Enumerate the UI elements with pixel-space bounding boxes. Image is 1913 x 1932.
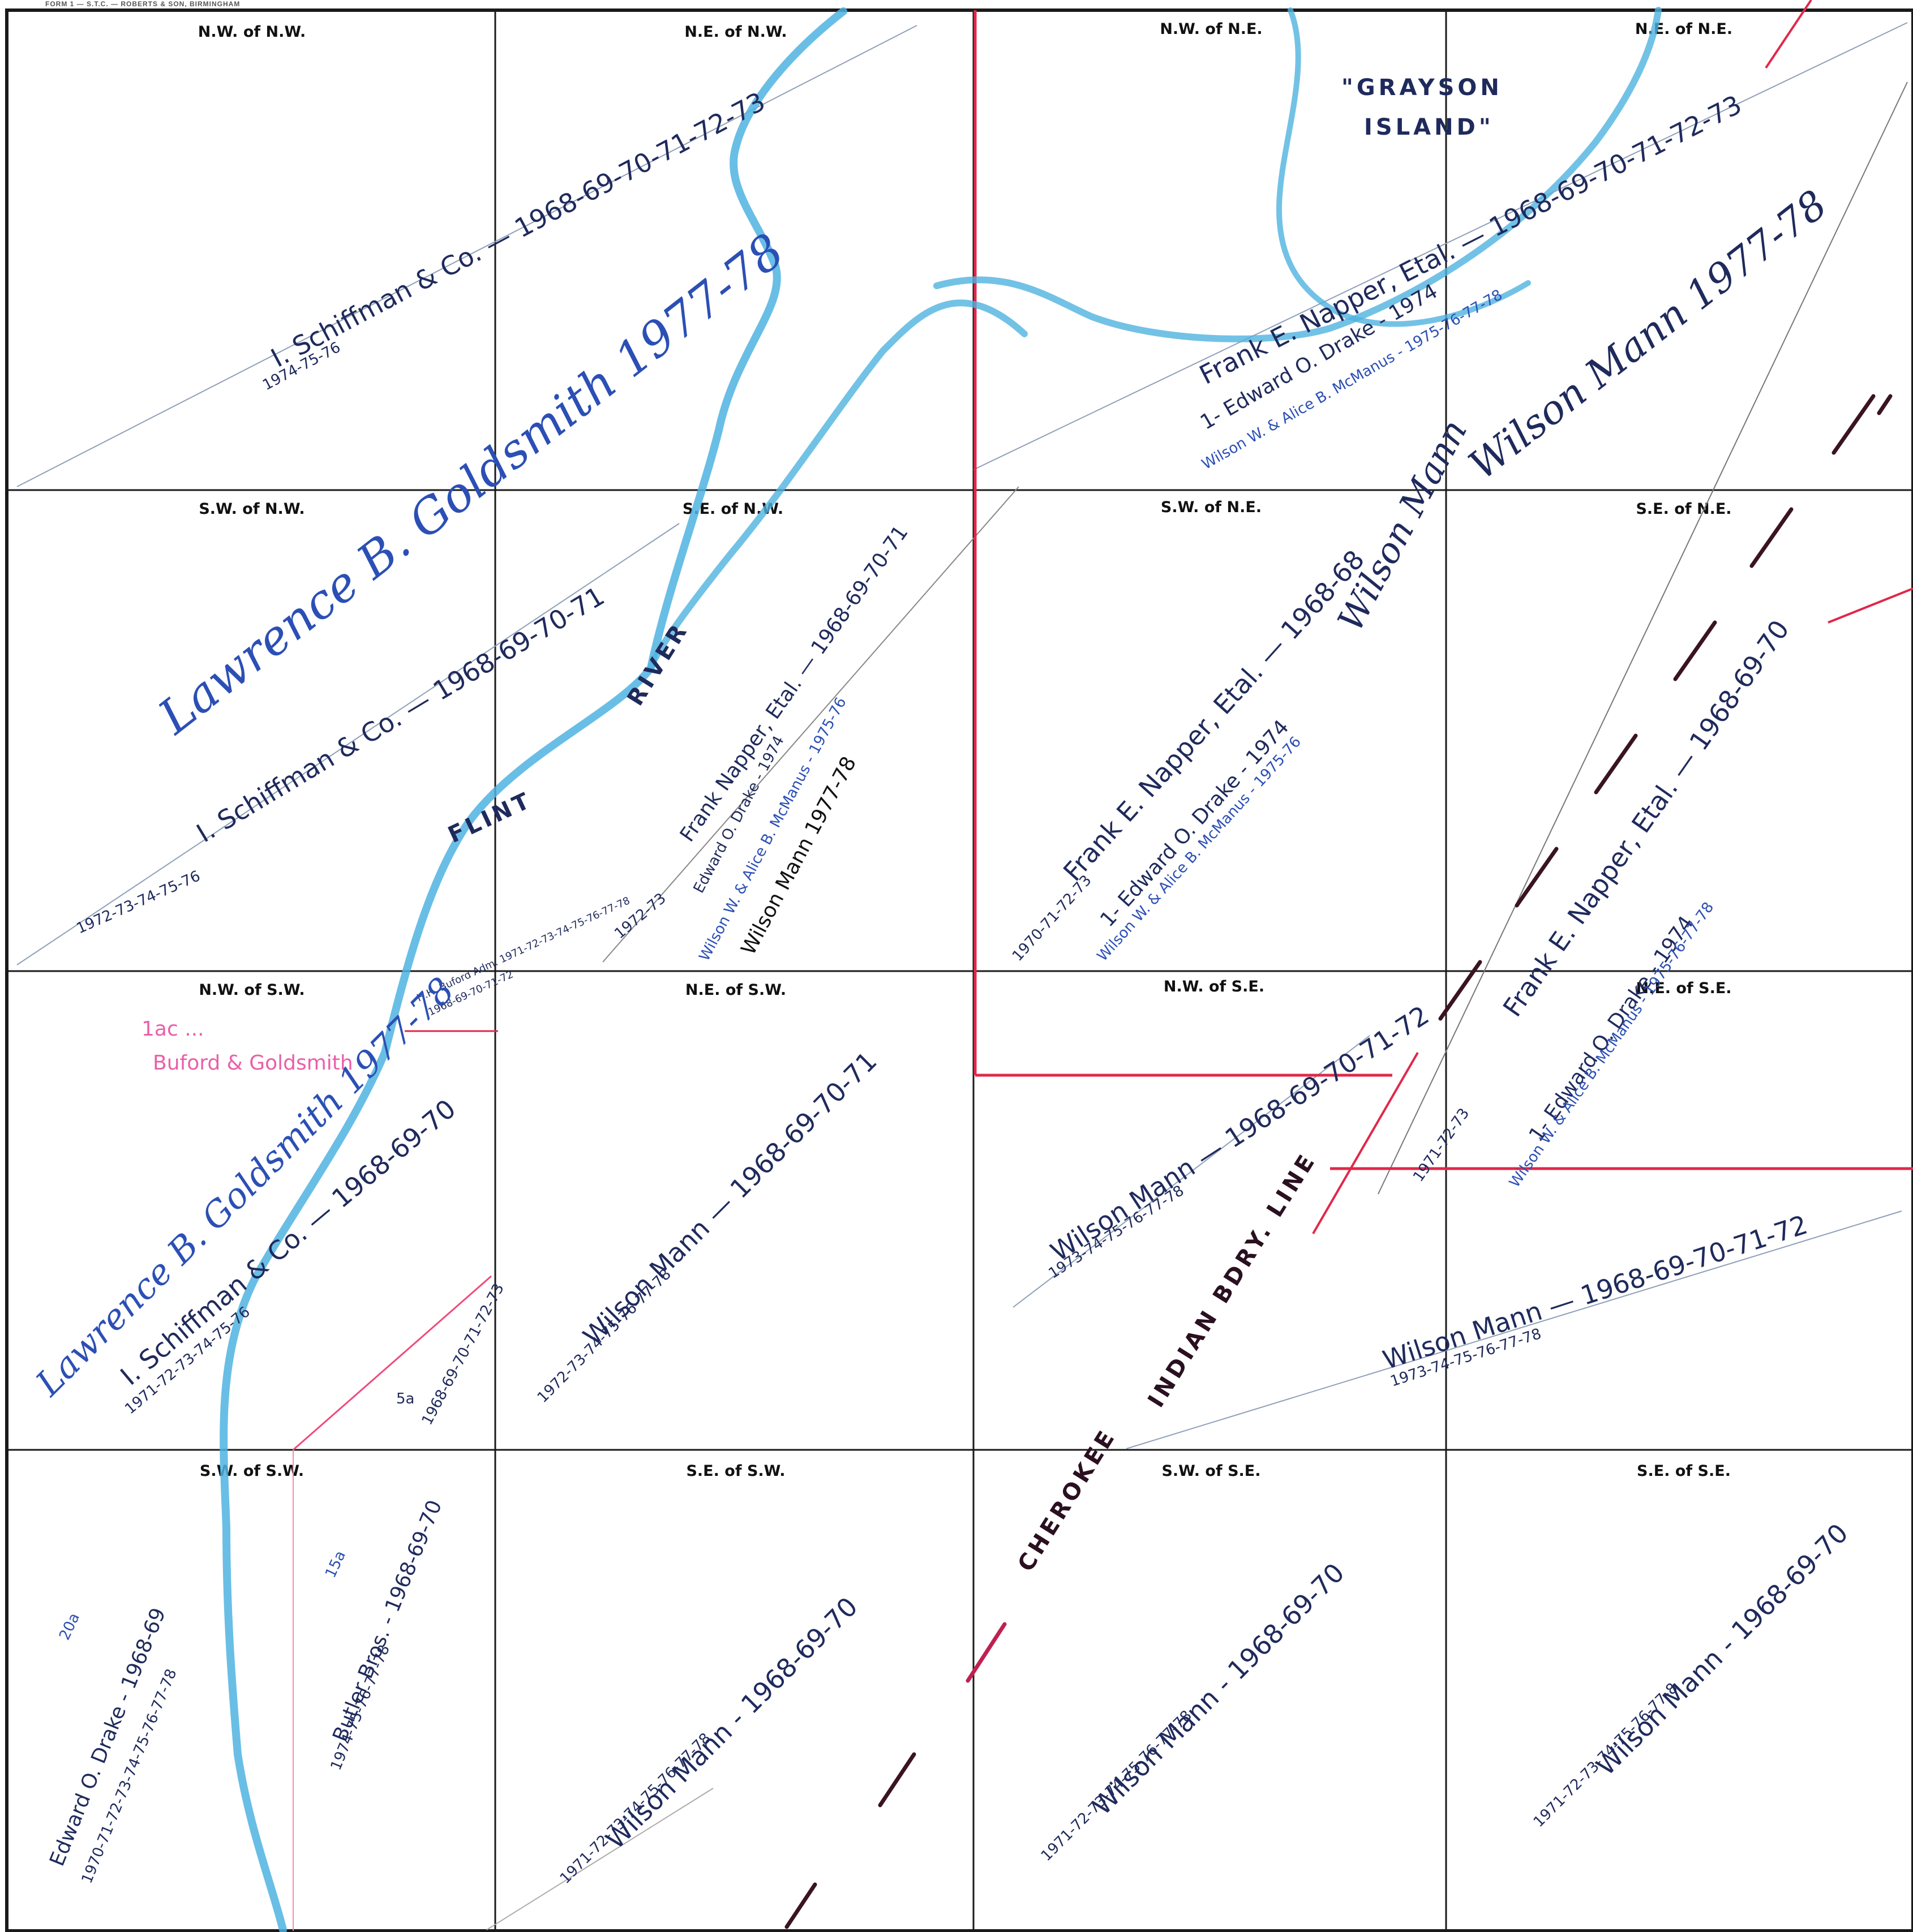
owner-annotation: Wilson Mann — 1968-69-70-71-72 <box>1379 1209 1811 1376</box>
diagonal-line <box>973 22 1908 470</box>
flint-river <box>220 7 1662 1932</box>
quarter-label-se-sw: S.E. of S.W. <box>686 1462 785 1480</box>
owner-annotation: 1971-72-73-74-75-76-77-78 <box>1038 1707 1195 1865</box>
owner-annotation: 1972-73-74-75-76 <box>74 868 203 937</box>
owner-annotation: Wilson W. & Alice B. McManus - 1975-76-7… <box>1506 899 1717 1191</box>
boundary-line <box>1765 0 1812 69</box>
boundary-line <box>1828 587 1913 624</box>
owner-annotation: 1972-73-74-75-76-77-78 <box>534 1266 675 1406</box>
parcel-diagonals <box>16 22 1908 1930</box>
grayson-island-label: "GRAYSON <box>1341 75 1503 101</box>
owner-annotation: 1970-71-72-73 <box>1009 872 1095 965</box>
cherokee-label: CHEROKEE <box>1013 1424 1121 1576</box>
quarter-label-ne-se: N.E. of S.E. <box>1636 980 1731 997</box>
quarter-label-nw-se: N.W. of S.E. <box>1164 978 1264 995</box>
quarter-label-se-ne: S.E. of N.E. <box>1636 500 1731 518</box>
section-grid <box>5 8 1913 1932</box>
owner-annotation: 1971-72-73-74-75-76-77-78 <box>557 1730 714 1887</box>
owner-annotation: Wilson Mann <box>1329 413 1476 638</box>
boundary-line <box>293 1275 492 1451</box>
owner-annotation: Lawrence B. Goldsmith 1977-78 <box>27 969 462 1404</box>
owner-annotation: Wilson W. & Alice B. McManus - 1975-76 <box>1094 733 1305 965</box>
owner-annotation: 1971-72-73-74-75-76-77-8 <box>1530 1680 1682 1831</box>
river-branch <box>1276 7 1531 327</box>
river-main-channel <box>220 7 847 1932</box>
quarter-label-sw-se: S.W. of S.E. <box>1161 1462 1260 1480</box>
form-label: FORM 1 — S.T.C. — ROBERTS & SON, BIRMING… <box>45 0 241 8</box>
quarter-label-se-se: S.E. of S.E. <box>1637 1462 1731 1480</box>
dash <box>1438 960 1482 1021</box>
diagonal-line <box>16 523 680 965</box>
dash <box>1515 847 1559 908</box>
quarter-label-nw-nw: N.W. of N.W. <box>198 23 306 41</box>
quarter-label-ne-sw: N.E. of S.W. <box>685 981 786 999</box>
dash <box>878 1752 916 1808</box>
boundary-line <box>1312 1051 1419 1235</box>
owner-annotation: 5a <box>396 1390 414 1407</box>
diagonal-line <box>16 25 917 487</box>
owner-annotation: 1ac ... <box>141 1017 204 1041</box>
dash <box>784 1882 817 1929</box>
owner-annotation: 1971-72-73 <box>1410 1105 1473 1185</box>
owner-annotation: Butler Bros. - 1968-69-70 <box>328 1497 447 1745</box>
dash <box>1877 394 1893 415</box>
owner-annotation: 1968-69-70-71-72-73 <box>419 1281 508 1428</box>
dash <box>1831 394 1876 455</box>
grayson-island-label: ISLAND" <box>1364 114 1494 140</box>
owner-annotation: 15a <box>322 1548 349 1581</box>
quarter-label-nw-sw: N.W. of S.W. <box>199 981 304 999</box>
diagonal-line <box>602 486 1019 963</box>
dash <box>1594 733 1638 795</box>
diagonal-line <box>486 1788 714 1930</box>
diagonal-line <box>1378 81 1908 1195</box>
owner-annotation: Buford & Goldsmith <box>153 1051 353 1075</box>
diagonal-line <box>1126 1210 1902 1449</box>
indian-boundary-dashes <box>784 394 1893 1929</box>
river-branch <box>933 7 1662 342</box>
dash <box>966 1622 1007 1683</box>
owner-annotation: 20a <box>56 1611 83 1643</box>
quarter-labels: N.W. of N.W. N.E. of N.W. N.W. of N.E. N… <box>198 20 1732 1480</box>
dash <box>1673 620 1717 681</box>
quarter-label-sw-ne: S.W. of N.E. <box>1161 499 1262 516</box>
diagonal-line <box>1013 1035 1370 1308</box>
owner-annotation: Wilson Mann — 1968-69-70-71-72 <box>1045 999 1435 1267</box>
quarter-label-sw-nw: S.W. of N.W. <box>199 500 304 518</box>
quarter-label-ne-nw: N.E. of N.W. <box>684 23 787 41</box>
quarter-label-nw-ne: N.W. of N.E. <box>1160 20 1262 38</box>
river-branch <box>647 299 1028 671</box>
dash <box>1749 507 1794 568</box>
quarter-label-sw-sw: S.W. of S.W. <box>200 1462 304 1480</box>
red-boundaries <box>293 0 1913 1931</box>
